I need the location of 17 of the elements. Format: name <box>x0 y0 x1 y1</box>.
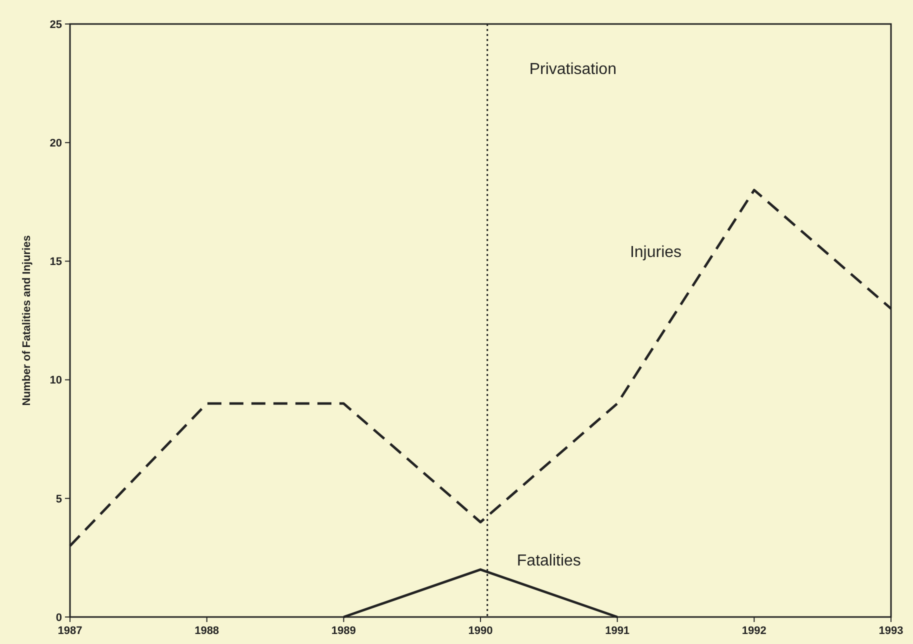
x-tick-label: 1987 <box>58 625 82 637</box>
x-tick-label: 1991 <box>605 625 630 637</box>
series-label: Fatalities <box>516 552 581 570</box>
y-tick-label: 0 <box>56 612 62 624</box>
y-tick-label: 5 <box>56 493 62 506</box>
y-tick-label: 20 <box>50 137 62 150</box>
x-tick-label: 1992 <box>742 625 766 637</box>
x-tick-label: 1988 <box>194 625 220 637</box>
ref-line-label: Privatisation <box>529 61 616 78</box>
y-axis-title: Number of Fatalities and Injuries <box>21 235 33 406</box>
x-tick-label: 1990 <box>468 625 493 637</box>
x-tick-label: 1993 <box>878 625 904 637</box>
y-tick-label: 10 <box>50 374 62 387</box>
y-tick-label: 15 <box>50 256 62 268</box>
y-tick-label: 25 <box>50 18 62 31</box>
series-label: Injuries <box>630 244 682 261</box>
x-tick-label: 1989 <box>331 625 356 637</box>
